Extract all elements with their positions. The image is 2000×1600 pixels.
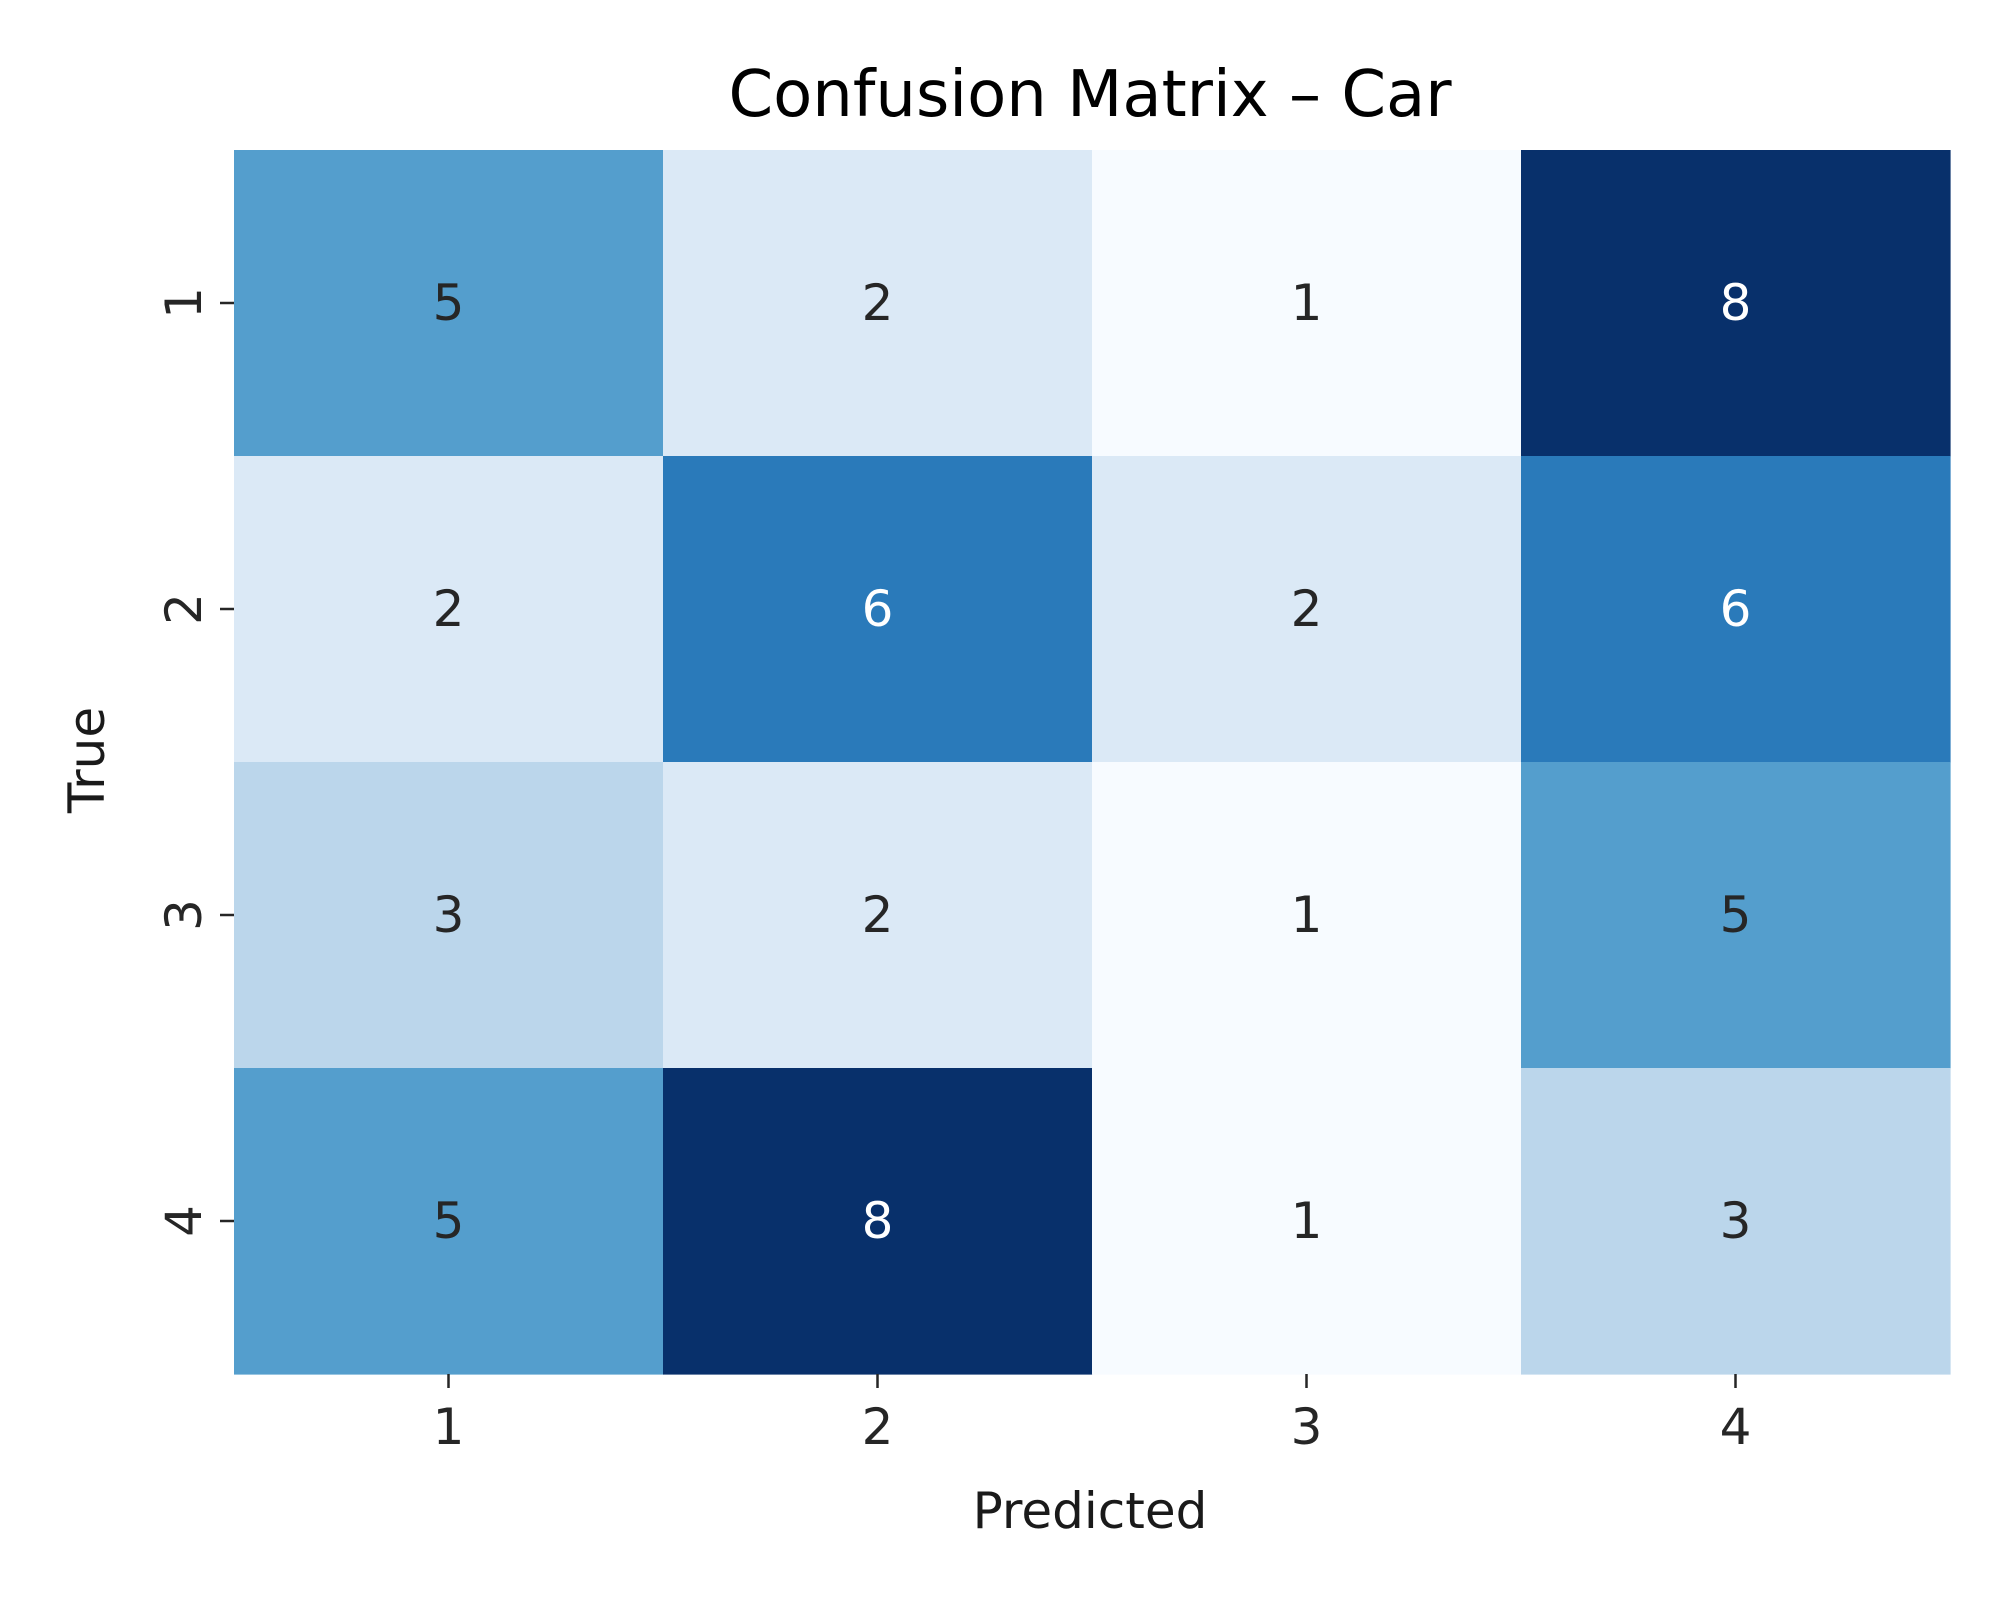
heatmap-cell-true-2-pred-2 <box>663 456 1093 763</box>
cell-value-label: 2 <box>1291 580 1323 638</box>
heatmap-cell-true-2-pred-4 <box>1521 456 1951 763</box>
heatmap-cell-true-2-pred-1 <box>234 456 664 763</box>
heatmap-cell-true-4-pred-1 <box>234 1068 664 1375</box>
cell-value-label: 8 <box>1720 274 1752 332</box>
chart-title: Confusion Matrix – Car <box>728 58 1452 132</box>
y-tick-label: 4 <box>155 1205 213 1237</box>
heatmap-cell-true-4-pred-4 <box>1521 1068 1951 1375</box>
cell-value-label: 2 <box>862 274 894 332</box>
y-tick-label: 1 <box>155 287 213 319</box>
heatmap-cell-true-1-pred-1 <box>234 150 664 457</box>
cell-value-label: 5 <box>433 1192 465 1250</box>
x-axis-label: Predicted <box>973 1482 1208 1540</box>
x-axis: 1 2 3 4 <box>433 1374 1752 1456</box>
cell-value-label: 2 <box>433 580 465 638</box>
heatmap-cell-true-3-pred-3 <box>1092 762 1522 1069</box>
cell-value-label: 2 <box>862 886 894 944</box>
cell-value-label: 5 <box>433 274 465 332</box>
heatmap-cells <box>234 150 1951 1375</box>
heatmap-cell-true-3-pred-4 <box>1521 762 1951 1069</box>
heatmap-cell-true-4-pred-2 <box>663 1068 1093 1375</box>
cell-value-label: 6 <box>862 580 894 638</box>
y-axis: 1 2 3 4 <box>155 287 234 1237</box>
heatmap-cell-true-3-pred-1 <box>234 762 664 1069</box>
heatmap-cell-true-4-pred-3 <box>1092 1068 1522 1375</box>
x-tick-label: 3 <box>1291 1398 1323 1456</box>
x-tick-label: 2 <box>862 1398 894 1456</box>
cell-value-label: 1 <box>1291 274 1323 332</box>
cell-value-label: 8 <box>862 1192 894 1250</box>
heatmap-cell-true-1-pred-3 <box>1092 150 1522 457</box>
cell-value-label: 1 <box>1291 886 1323 944</box>
cell-value-label: 5 <box>1720 886 1752 944</box>
cell-value-label: 3 <box>1720 1192 1752 1250</box>
y-axis-label: True <box>58 707 116 814</box>
y-tick-label: 3 <box>155 899 213 931</box>
cell-value-label: 6 <box>1720 580 1752 638</box>
heatmap-cell-true-1-pred-2 <box>663 150 1093 457</box>
x-tick-label: 4 <box>1720 1398 1752 1456</box>
cell-value-label: 3 <box>433 886 465 944</box>
heatmap-cell-true-1-pred-4 <box>1521 150 1951 457</box>
cell-value-label: 1 <box>1291 1192 1323 1250</box>
heatmap-cell-true-2-pred-3 <box>1092 456 1522 763</box>
heatmap-cell-true-3-pred-2 <box>663 762 1093 1069</box>
cell-annotations: 5 2 1 8 2 6 2 6 3 2 1 5 5 8 1 3 <box>433 274 1752 1250</box>
y-tick-label: 2 <box>155 593 213 625</box>
x-tick-label: 1 <box>433 1398 465 1456</box>
